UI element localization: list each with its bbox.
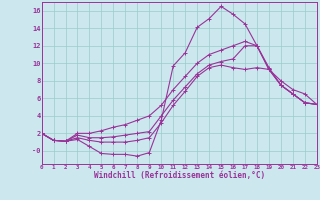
X-axis label: Windchill (Refroidissement éolien,°C): Windchill (Refroidissement éolien,°C) [94, 171, 265, 180]
